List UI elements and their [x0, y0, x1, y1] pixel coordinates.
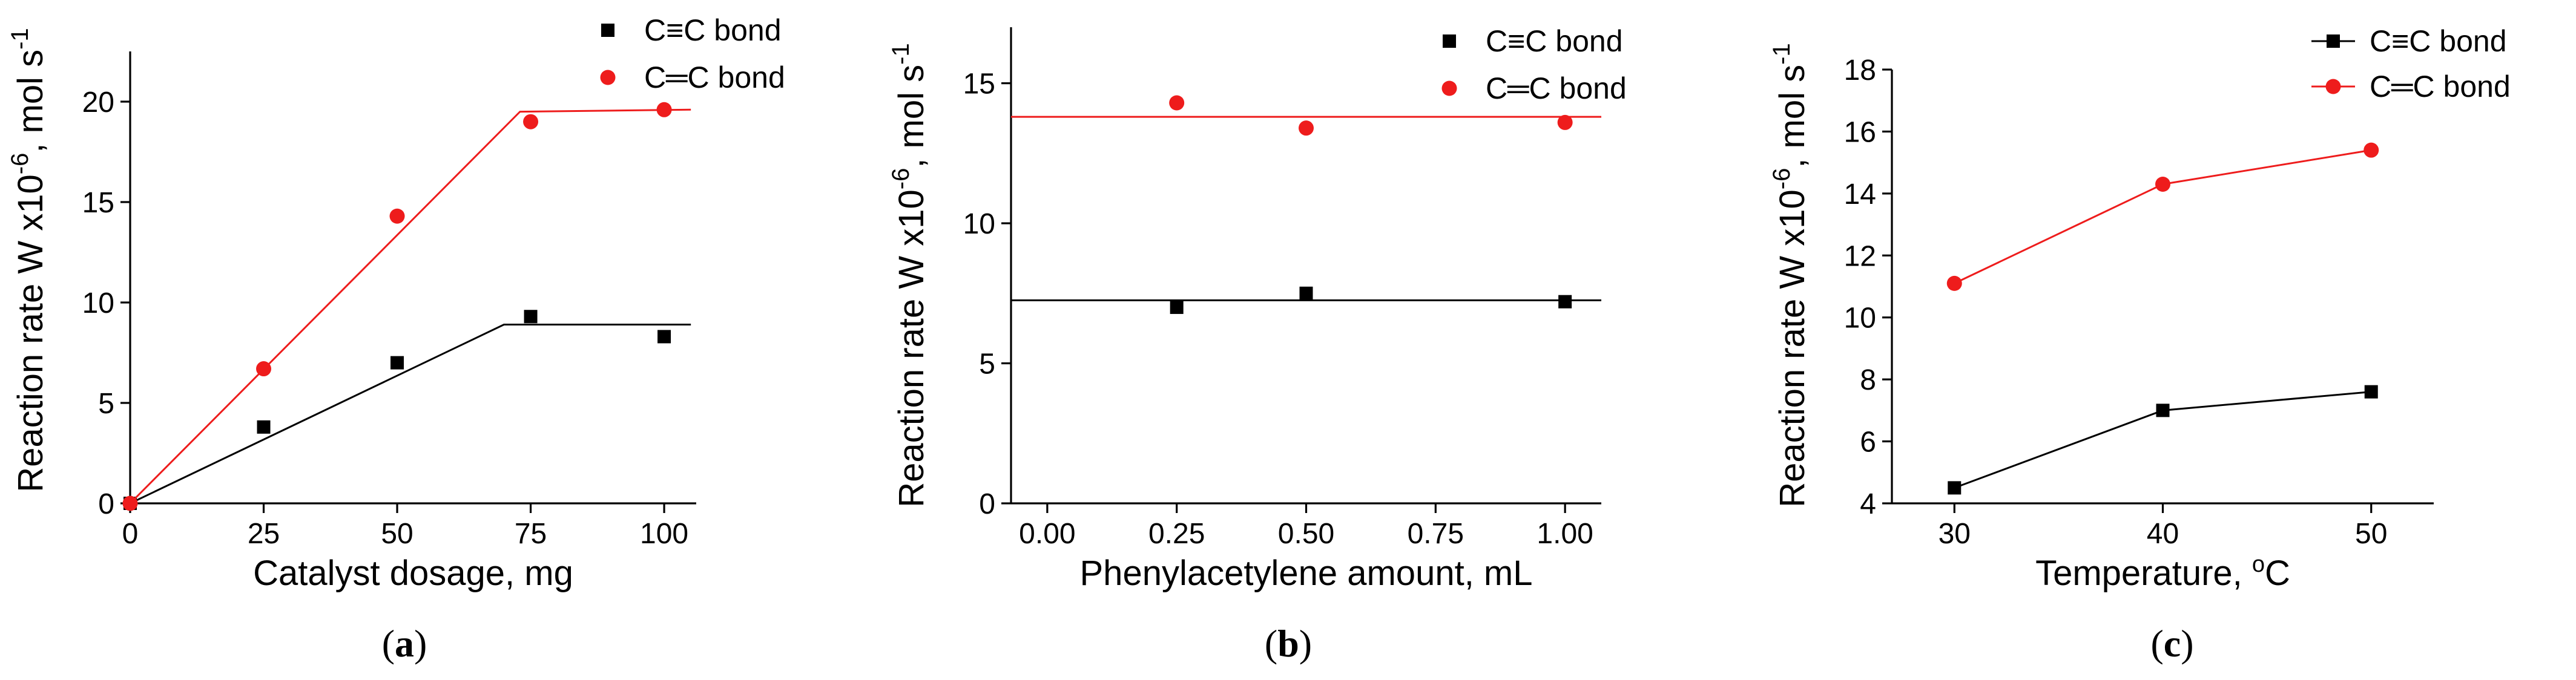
x-tick-label: 1.00 — [1537, 518, 1593, 550]
data-point-double-bond — [656, 102, 672, 117]
y-tick-label: 0 — [979, 488, 995, 520]
chart-panel-a: 0 25 50 75 100 0 5 10 15 20 Catalyst dosage, mg Rea… — [7, 13, 785, 593]
chart-panel-c: 30 40 50 4 6 8 10 12 14 16 18 Temperature, oC Reacti… — [1768, 24, 2511, 593]
data-point-double-bond — [1946, 275, 1962, 291]
panel-label-a: (a) — [382, 622, 427, 665]
legend-marker-triple-bond — [1443, 34, 1456, 48]
legend-label-double-bond: C═C bond — [2370, 70, 2511, 103]
legend-label-triple-bond: C≡C bond — [644, 13, 782, 47]
data-point-double-bond — [256, 361, 272, 377]
legend-label-triple-bond: C≡C bond — [1486, 24, 1623, 58]
data-point-double-bond — [122, 495, 138, 511]
x-tick-label: 0.75 — [1408, 518, 1464, 550]
x-tick-label: 25 — [248, 518, 280, 550]
x-tick-label: 0.25 — [1148, 518, 1205, 550]
data-point-triple-bond — [2364, 385, 2378, 399]
data-point-triple-bond — [390, 356, 404, 370]
y-tick-label: 14 — [1844, 178, 1876, 211]
data-point-triple-bond — [1558, 295, 1572, 309]
y-tick-label: 8 — [1860, 364, 1876, 396]
fit-line-triple-bond — [130, 324, 691, 505]
x-axis-title: Phenylacetylene amount, mL — [1080, 554, 1533, 593]
data-point-double-bond — [2155, 176, 2170, 192]
y-axis-title: Reaction rate W x10-6, mol s-1 — [1768, 43, 1812, 507]
y-axis-title: Reaction rate W x10-6, mol s-1 — [7, 28, 50, 492]
legend-marker-double-bond — [1441, 80, 1457, 96]
x-axis-title: Catalyst dosage, mg — [253, 554, 573, 593]
data-point-triple-bond — [2156, 404, 2170, 417]
legend-label-triple-bond: C≡C bond — [2370, 24, 2507, 58]
y-tick-label: 10 — [963, 208, 995, 240]
legend-marker-triple-bond — [601, 24, 614, 37]
y-tick-label: 10 — [82, 287, 114, 319]
legend-marker-double-bond — [2325, 79, 2341, 94]
y-tick-label: 15 — [963, 68, 995, 100]
panel-label-c: (c) — [2150, 622, 2193, 665]
data-point-triple-bond — [1948, 481, 1962, 495]
chart-panel-b: 0.00 0.25 0.50 0.75 1.00 0 5 10 15 Phenylacetylen… — [888, 24, 1627, 593]
data-point-triple-bond — [524, 310, 538, 324]
x-axis-title: Temperature, oC — [2035, 552, 2290, 593]
y-tick-label: 5 — [979, 348, 995, 381]
data-point-double-bond — [523, 114, 539, 129]
y-tick-label: 16 — [1844, 116, 1876, 148]
y-tick-label: 0 — [98, 488, 114, 520]
x-tick-label: 75 — [515, 518, 547, 550]
x-tick-label: 50 — [381, 518, 413, 550]
legend-label-double-bond: C═C bond — [644, 60, 785, 94]
x-tick-label: 30 — [1939, 518, 1971, 550]
y-tick-label: 15 — [82, 187, 114, 219]
fit-line-double-bond — [129, 108, 691, 505]
x-tick-label: 0.50 — [1278, 518, 1334, 550]
data-point-triple-bond — [1299, 286, 1313, 300]
y-tick-label: 4 — [1860, 488, 1876, 520]
panel-label-b: (b) — [1265, 622, 1312, 665]
legend-marker-double-bond — [600, 70, 616, 85]
y-tick-label: 20 — [82, 87, 114, 119]
y-tick-label: 5 — [98, 388, 114, 420]
data-point-triple-bond — [257, 420, 271, 434]
data-point-double-bond — [2364, 142, 2379, 158]
x-tick-label: 0 — [122, 518, 139, 550]
y-tick-label: 12 — [1844, 240, 1876, 272]
series-line-double-bond — [1954, 149, 2371, 284]
data-point-double-bond — [1299, 120, 1314, 136]
data-point-double-bond — [1169, 95, 1185, 111]
legend-marker-triple-bond — [2327, 34, 2340, 48]
y-tick-label: 18 — [1844, 54, 1876, 87]
data-point-triple-bond — [657, 330, 671, 344]
y-tick-label: 10 — [1844, 302, 1876, 335]
data-point-triple-bond — [1170, 300, 1184, 314]
x-tick-label: 100 — [640, 518, 688, 550]
data-point-double-bond — [1557, 114, 1573, 130]
legend-label-double-bond: C═C bond — [1486, 71, 1627, 105]
x-tick-label: 40 — [2147, 518, 2179, 550]
data-point-double-bond — [389, 208, 405, 224]
x-tick-label: 50 — [2355, 518, 2387, 550]
y-tick-label: 6 — [1860, 427, 1876, 459]
y-axis-title: Reaction rate W x10-6, mol s-1 — [888, 43, 931, 507]
x-tick-label: 0.00 — [1019, 518, 1075, 550]
